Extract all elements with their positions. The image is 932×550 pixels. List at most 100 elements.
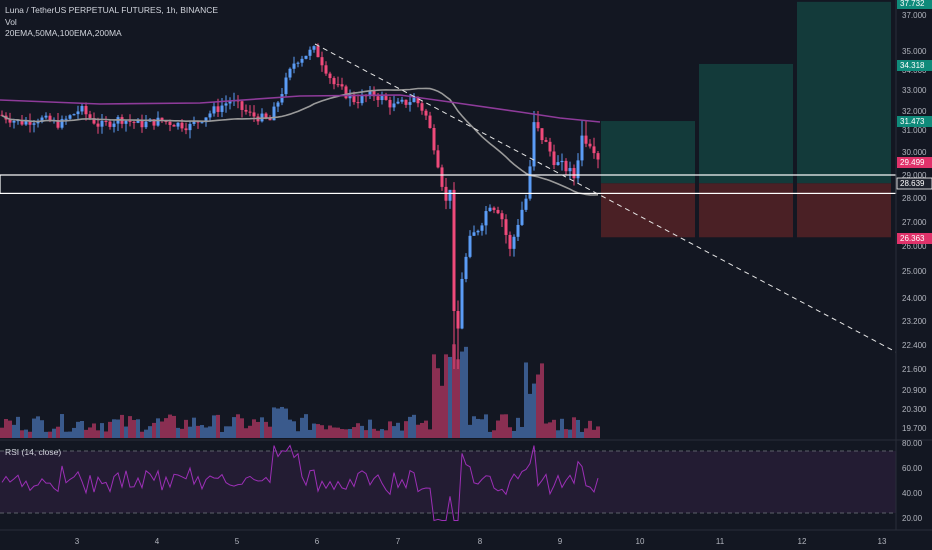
volume-bar [88, 427, 92, 438]
candle-body [188, 123, 192, 131]
candle [484, 205, 488, 235]
candle-body [96, 123, 100, 127]
volume-bar [204, 427, 208, 438]
candle-body [560, 160, 564, 163]
candle-body [424, 110, 428, 116]
candle-body [16, 120, 20, 122]
candle [84, 102, 88, 121]
candle-body [484, 211, 488, 226]
price-tick-label: 32.000 [902, 107, 927, 116]
volume-bar [360, 425, 364, 438]
candle [244, 104, 248, 115]
candle-body [72, 114, 76, 116]
volume-bar [456, 359, 460, 438]
candle [472, 225, 476, 236]
volume-bar [432, 354, 436, 438]
candle [100, 113, 104, 134]
price-tick-label: 20.300 [902, 405, 927, 414]
candle [428, 111, 432, 129]
candle-body [276, 102, 280, 107]
candle-body [468, 235, 472, 257]
candle-body [500, 213, 504, 220]
volume-bar [108, 421, 112, 438]
candle-body [568, 168, 572, 172]
volume-bar [184, 419, 188, 438]
candle [328, 71, 332, 84]
candle [348, 89, 352, 107]
volume-bar [244, 428, 248, 438]
candle-body [472, 232, 476, 236]
candle [512, 234, 516, 257]
candle [384, 92, 388, 101]
candle [320, 51, 324, 72]
candle-body [356, 102, 360, 104]
price-badge-label: 28.639 [900, 179, 925, 188]
volume-bar [280, 406, 284, 438]
candle-body [464, 256, 468, 279]
volume-bar [588, 420, 592, 438]
candle-body [176, 122, 180, 127]
volume-bar [324, 429, 328, 438]
candle-body [224, 103, 228, 106]
volume-bar [476, 418, 480, 438]
candle [36, 118, 40, 128]
price-badge: 37.732 [897, 0, 932, 9]
volume-bar [440, 385, 444, 438]
candle [188, 121, 192, 139]
candle-body [564, 160, 568, 172]
price-tick-label: 33.000 [902, 86, 927, 95]
volume-bar [84, 429, 88, 438]
volume-bar [548, 422, 552, 438]
price-badge-bg [897, 60, 932, 71]
volume-bar [188, 426, 192, 438]
candle-body [196, 121, 200, 123]
volume-bar [592, 429, 596, 438]
candle-body [228, 101, 232, 104]
candle [60, 115, 64, 130]
rsi-label: RSI (14, close) [5, 447, 62, 457]
rsi-line [1, 444, 599, 522]
volume-bar [536, 374, 540, 438]
volume-bar [176, 427, 180, 438]
price-badge-label: 34.318 [900, 61, 925, 70]
candle-body [488, 207, 492, 212]
candle-body [172, 124, 176, 127]
volume-bar [512, 430, 516, 438]
volume-bar [312, 423, 316, 438]
candle [452, 182, 456, 369]
price-tick-label: 21.600 [902, 365, 927, 374]
price-tick-label: 23.200 [902, 317, 927, 326]
price-tick-label: 26.000 [902, 242, 927, 251]
ma-purple-line [0, 94, 601, 123]
candle-body [92, 118, 96, 124]
time-tick-label: 11 [716, 537, 725, 546]
candle-body [448, 189, 452, 201]
rsi-band [0, 451, 896, 513]
price-badge-label: 26.363 [900, 234, 925, 243]
candle [524, 194, 528, 213]
candle [184, 122, 188, 135]
candle-body [168, 121, 172, 125]
volume-bar [132, 420, 136, 438]
candle [460, 272, 464, 330]
candle [388, 96, 392, 115]
candle-body [44, 115, 48, 118]
candle-body [576, 160, 580, 179]
candle [228, 97, 232, 110]
volume-bar [200, 425, 204, 438]
price-tick-label: 19.700 [902, 424, 927, 433]
candle-body [208, 113, 212, 118]
candle-body [204, 117, 208, 123]
volume-bar [268, 426, 272, 438]
candle [584, 120, 588, 148]
volume-bar [444, 354, 448, 438]
candle [108, 119, 112, 130]
rsi-pane [0, 444, 896, 522]
volume-bar [336, 427, 340, 438]
volume-bar [460, 351, 464, 438]
candle [176, 122, 180, 130]
candle-body [20, 120, 24, 125]
candle [424, 108, 428, 121]
candle [104, 116, 108, 126]
